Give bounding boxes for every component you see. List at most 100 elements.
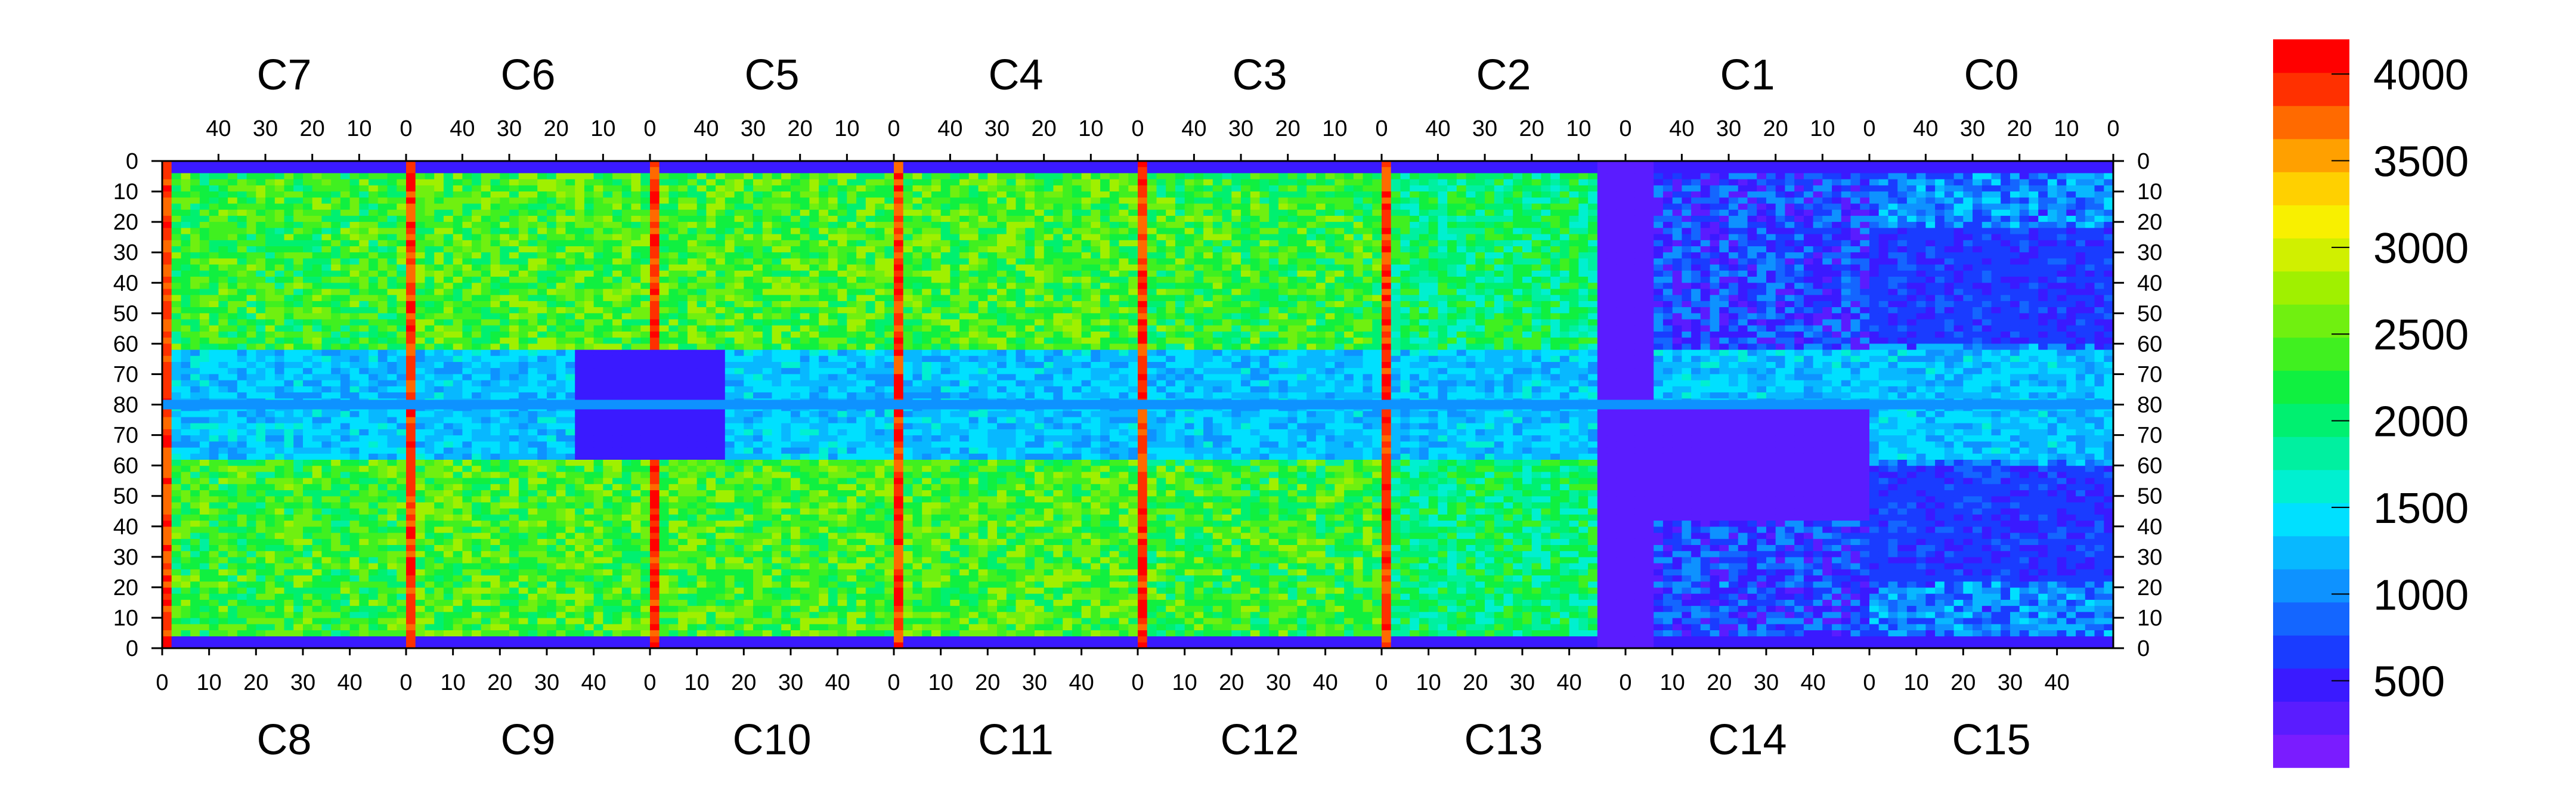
x-tick-label-bottom: 0	[1131, 670, 1144, 695]
palette-swatch	[2273, 668, 2349, 702]
x-tick-label-top: 20	[1763, 116, 1788, 141]
y-tick-label-right: 60	[2137, 332, 2162, 357]
x-tick-label-bottom: 20	[975, 670, 1000, 695]
chip-label-top: C3	[1232, 51, 1287, 99]
y-tick-label-left: 10	[113, 179, 138, 205]
x-tick-label-bottom: 0	[643, 670, 656, 695]
y-tick-label-right: 0	[2137, 149, 2150, 174]
palette-swatch	[2273, 337, 2349, 371]
x-tick-label-bottom: 40	[2044, 670, 2069, 695]
y-tick-label-right: 70	[2137, 423, 2162, 448]
x-tick-label-bottom: 20	[1707, 670, 1732, 695]
x-tick-label-top: 10	[2054, 116, 2079, 141]
palette-swatch	[2273, 72, 2349, 106]
chip-label-bottom: C12	[1220, 716, 1299, 764]
x-tick-label-bottom: 0	[1863, 670, 1875, 695]
palette-swatch	[2273, 635, 2349, 669]
x-tick-label-bottom: 40	[581, 670, 606, 695]
palette-swatch	[2273, 602, 2349, 636]
x-tick-label-bottom: 20	[731, 670, 756, 695]
x-tick-label-top: 20	[1032, 116, 1057, 141]
x-tick-label-top: 20	[300, 116, 325, 141]
x-tick-label-top: 20	[544, 116, 569, 141]
x-tick-label-top: 10	[834, 116, 859, 141]
y-tick-label-right: 20	[2137, 210, 2162, 235]
palette-swatch	[2273, 734, 2349, 768]
x-tick-label-bottom: 10	[1660, 670, 1685, 695]
chip-label-bottom: C15	[1952, 716, 2030, 764]
palette-swatch	[2273, 238, 2349, 272]
y-tick-label-right: 80	[2137, 393, 2162, 418]
chip-label-bottom: C10	[732, 716, 811, 764]
x-tick-label-top: 10	[1566, 116, 1591, 141]
palette-swatch	[2273, 503, 2349, 537]
x-tick-label-bottom: 40	[1556, 670, 1581, 695]
palette-label: 4000	[2373, 51, 2469, 99]
x-tick-label-top: 0	[643, 116, 656, 141]
y-tick-label-right: 50	[2137, 484, 2162, 509]
chip-label-bottom: C8	[256, 716, 311, 764]
x-tick-label-top: 20	[2007, 116, 2032, 141]
chip-label-top: C0	[1964, 51, 2018, 99]
chip-label-top: C7	[256, 51, 311, 99]
x-tick-label-top: 40	[1669, 116, 1694, 141]
x-tick-label-bottom: 10	[441, 670, 466, 695]
x-tick-label-top: 10	[1078, 116, 1103, 141]
x-tick-label-top: 40	[450, 116, 475, 141]
x-tick-label-bottom: 40	[1800, 670, 1825, 695]
y-tick-label-right: 30	[2137, 240, 2162, 265]
palette-label: 1000	[2373, 571, 2469, 619]
palette-swatch	[2273, 469, 2349, 503]
mid-band	[162, 400, 2113, 410]
y-tick-label-left: 50	[113, 301, 138, 326]
x-tick-label-top: 30	[741, 116, 766, 141]
x-tick-label-top: 0	[400, 116, 412, 141]
x-tick-label-bottom: 30	[1754, 670, 1779, 695]
x-tick-label-top: 0	[1375, 116, 1388, 141]
x-tick-label-bottom: 0	[1619, 670, 1631, 695]
x-tick-label-top: 40	[1425, 116, 1450, 141]
x-tick-label-bottom: 40	[825, 670, 850, 695]
y-tick-label-left: 0	[126, 636, 138, 661]
x-tick-label-bottom: 20	[243, 670, 268, 695]
chip-label-bottom: C14	[1708, 716, 1787, 764]
palette-swatch	[2273, 39, 2349, 73]
x-tick-label-bottom: 0	[156, 670, 168, 695]
palette-label: 3000	[2373, 225, 2469, 273]
chip-label-top: C1	[1720, 51, 1775, 99]
x-tick-label-top: 30	[1228, 116, 1253, 141]
x-tick-label-bottom: 30	[1510, 670, 1535, 695]
x-tick-label-top: 40	[1181, 116, 1206, 141]
x-tick-label-top: 0	[1131, 116, 1144, 141]
y-tick-label-left: 60	[113, 454, 138, 479]
x-tick-label-bottom: 40	[1312, 670, 1337, 695]
x-tick-label-bottom: 30	[778, 670, 803, 695]
x-tick-label-top: 0	[1863, 116, 1875, 141]
y-tick-label-left: 40	[113, 271, 138, 296]
x-tick-label-bottom: 30	[1022, 670, 1047, 695]
palette-label: 3500	[2373, 138, 2469, 186]
palette-swatch	[2273, 106, 2349, 140]
x-tick-label-bottom: 20	[487, 670, 512, 695]
x-tick-label-bottom: 10	[1416, 670, 1441, 695]
y-tick-label-right: 50	[2137, 301, 2162, 326]
palette-swatch	[2273, 370, 2349, 404]
x-tick-label-top: 40	[693, 116, 719, 141]
x-tick-label-bottom: 20	[1463, 670, 1488, 695]
y-tick-label-left: 20	[113, 210, 138, 235]
palette-swatch	[2273, 304, 2349, 338]
x-tick-label-top: 0	[2107, 116, 2119, 141]
palette-swatch	[2273, 271, 2349, 305]
x-tick-label-top: 20	[1275, 116, 1301, 141]
y-tick-label-left: 30	[113, 240, 138, 265]
x-tick-label-bottom: 0	[887, 670, 900, 695]
palette-swatch	[2273, 535, 2349, 569]
x-tick-label-bottom: 0	[1375, 670, 1388, 695]
y-tick-label-left: 40	[113, 515, 138, 540]
x-tick-label-top: 20	[1519, 116, 1544, 141]
x-tick-label-bottom: 10	[1172, 670, 1197, 695]
x-tick-label-bottom: 40	[337, 670, 362, 695]
palette-label: 2000	[2373, 398, 2469, 446]
x-tick-label-bottom: 20	[1219, 670, 1244, 695]
